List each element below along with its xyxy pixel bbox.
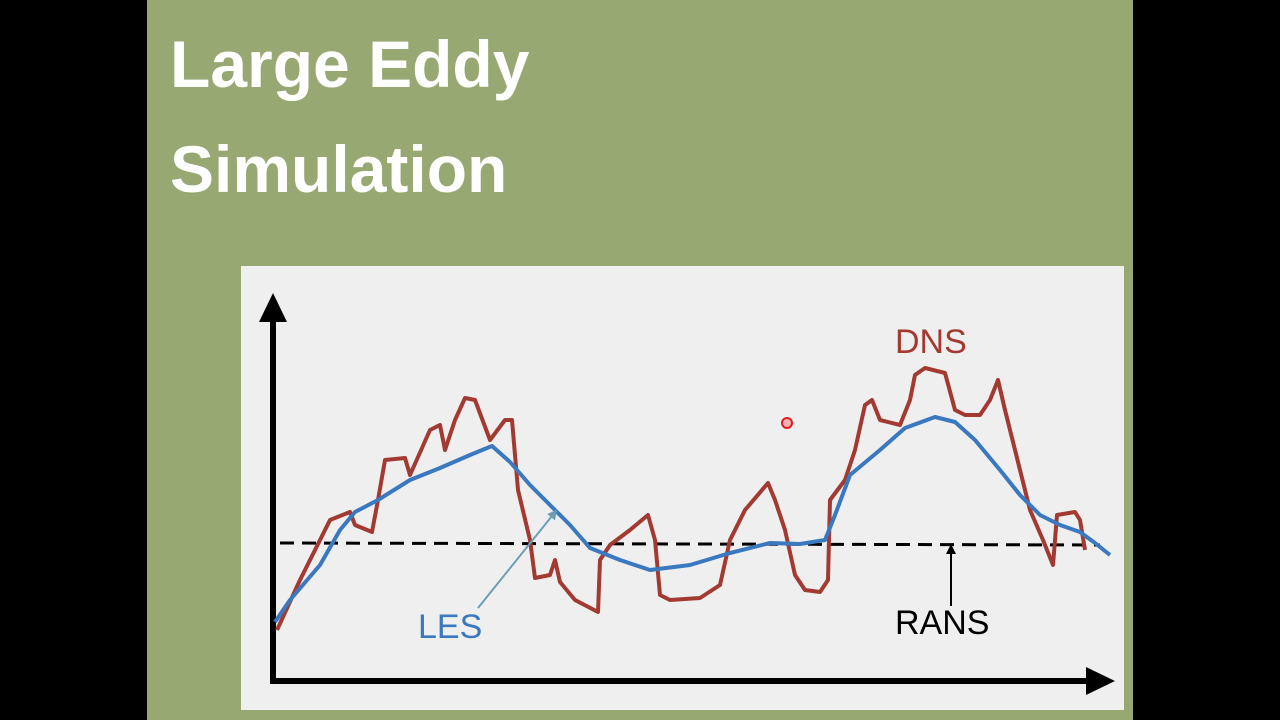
dns-label: DNS — [895, 323, 967, 361]
title-line: Large Eddy — [170, 27, 530, 101]
pointer-dot — [781, 417, 793, 429]
les-label: LES — [418, 608, 482, 646]
les-pointer — [477, 509, 558, 609]
diagram-panel — [241, 266, 1124, 710]
y-axis-arrow — [259, 293, 287, 322]
dns-curve — [275, 366, 1087, 631]
title-line: Simulation — [170, 132, 507, 206]
x-axis-arrow — [1086, 667, 1115, 695]
les-curve — [273, 415, 1112, 624]
rans-line — [279, 541, 1101, 547]
rans-label: RANS — [895, 604, 989, 642]
